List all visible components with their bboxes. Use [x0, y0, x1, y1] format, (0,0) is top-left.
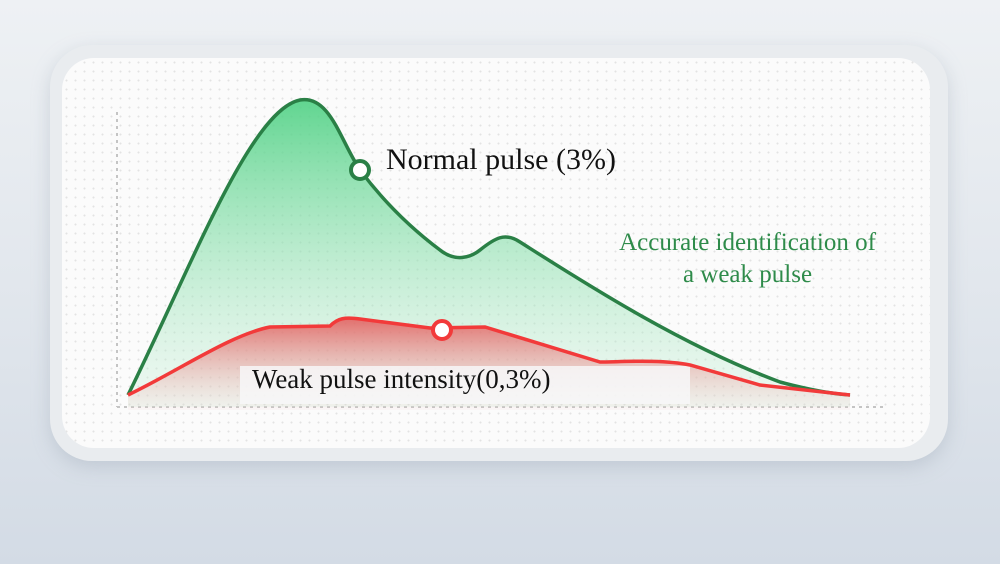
weak-pulse-marker: [431, 319, 453, 341]
accurate-line-2: a weak pulse: [682, 261, 813, 288]
accurate-line-1: Accurate identification of: [619, 229, 876, 256]
normal-pulse-label: Normal pulse (3%): [386, 143, 616, 176]
weak-pulse-label: Weak pulse intensity(0,3%): [252, 364, 551, 394]
accurate-identification-text: Accurate identification of a weak pulse: [560, 227, 935, 291]
weak-pulse-line: [127, 316, 851, 397]
weak-label-backdrop: [240, 366, 690, 404]
normal-pulse-marker: [349, 159, 371, 181]
normal-pulse-line: [126, 98, 851, 397]
